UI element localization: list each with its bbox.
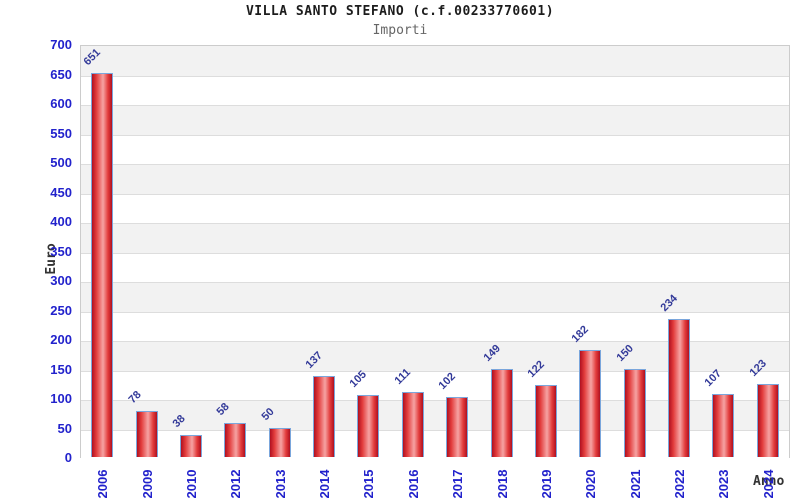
x-tick-label: 2010 (183, 469, 199, 499)
x-tick-label: 2017 (450, 469, 466, 499)
gridline (81, 370, 789, 372)
bar-2006 (91, 72, 114, 457)
x-tick-label: 2019 (538, 469, 554, 499)
y-tick-label: 600 (50, 96, 72, 111)
chart-title: VILLA SANTO STEFANO (c.f.00233770601) (245, 4, 555, 19)
gridline (81, 252, 789, 254)
bar-2017 (446, 396, 469, 457)
plot-band (81, 282, 789, 312)
plot-band (81, 252, 789, 282)
gridline (81, 75, 789, 77)
x-tick-label: 2013 (272, 469, 288, 499)
bar-2014 (313, 376, 336, 457)
x-tick-label: 2018 (494, 469, 510, 499)
y-tick-label: 550 (50, 125, 72, 141)
gridline (81, 134, 789, 136)
plot-band (81, 75, 789, 105)
y-tick-label: 350 (50, 243, 72, 259)
y-tick-label: 500 (50, 155, 72, 170)
bar-2020 (579, 349, 602, 457)
gridline (81, 282, 789, 283)
y-tick-label: 300 (50, 273, 72, 288)
y-tick-label: 650 (50, 66, 72, 82)
y-tick-label: 250 (50, 302, 72, 318)
y-tick-label: 50 (57, 420, 72, 436)
y-tick-label: 400 (50, 214, 72, 229)
plot-band (81, 105, 789, 135)
y-tick-label: 200 (50, 332, 72, 347)
y-tick-label: 450 (50, 184, 72, 200)
y-tick-label: 0 (64, 450, 72, 465)
x-tick-label: 2014 (317, 469, 333, 499)
bar-2012 (224, 422, 247, 457)
x-tick-label: 2020 (583, 469, 599, 499)
plot-area: 651 78 38 58 50 137 105 111 102 149 122 182 150 234 10… (80, 45, 790, 459)
x-tick-label: 2023 (716, 469, 732, 499)
bar-2024 (756, 384, 779, 457)
gridline (81, 105, 789, 106)
x-tick-label: 2006 (95, 469, 111, 499)
x-tick-label: 2015 (361, 469, 377, 499)
gridline (81, 429, 789, 431)
x-tick-label: 2009 (139, 469, 155, 499)
x-tick-label: 2016 (405, 469, 421, 499)
bar-2021 (623, 368, 646, 457)
bar-2010 (179, 434, 202, 457)
bar-2015 (357, 395, 380, 457)
plot-band (81, 193, 789, 223)
x-tick-label: 2022 (672, 469, 688, 499)
bar-2023 (712, 393, 735, 457)
y-tick-label: 700 (50, 37, 72, 52)
x-tick-label: 2021 (627, 469, 643, 499)
bar-2016 (401, 391, 424, 457)
bar-2009 (135, 410, 158, 457)
x-tick-label: 2012 (228, 469, 244, 499)
x-tick-label: 2024 (760, 469, 776, 499)
plot-band (81, 46, 789, 76)
gridline (81, 223, 789, 224)
y-tick-label: 150 (50, 361, 72, 377)
bar-2018 (490, 369, 513, 457)
gridline (81, 400, 789, 401)
plot-band (81, 134, 789, 164)
gridline (81, 311, 789, 313)
plot-band (81, 164, 789, 194)
gridline (81, 164, 789, 165)
bar-2013 (268, 427, 291, 457)
gridline (81, 341, 789, 342)
plot-band (81, 223, 789, 253)
gridline (81, 193, 789, 195)
bar-2022 (668, 318, 691, 457)
x-axis-title: Anno (753, 474, 785, 489)
bar-2019 (534, 385, 557, 457)
chart-subtitle: Importi (372, 23, 428, 38)
y-tick-label: 100 (50, 391, 72, 406)
